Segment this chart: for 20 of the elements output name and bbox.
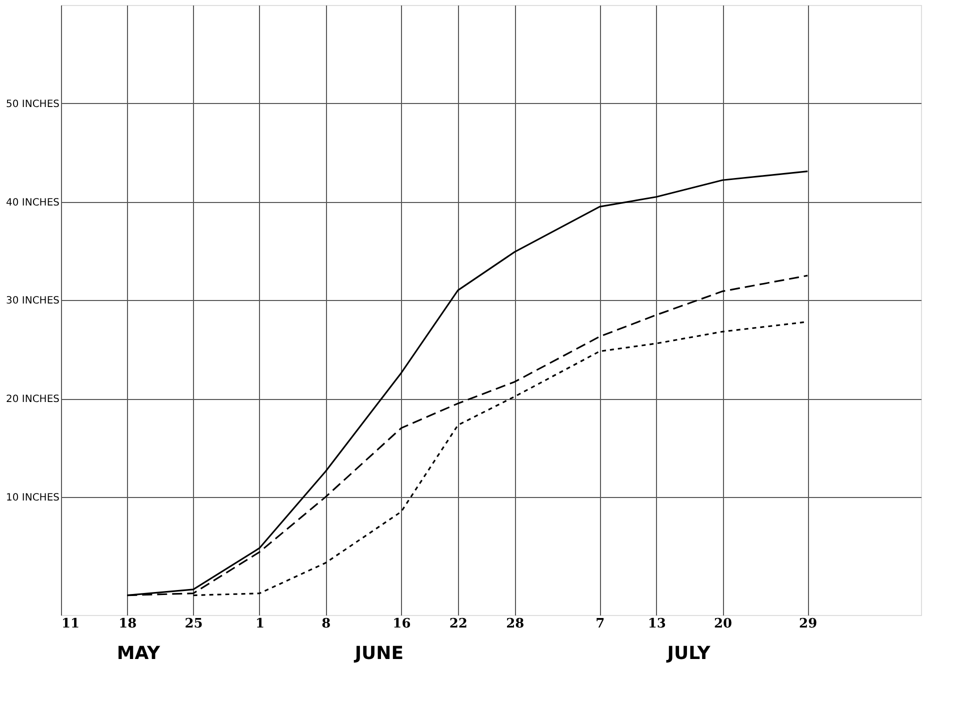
x-tick-label: 16 bbox=[392, 616, 411, 632]
x-tick-label: 7 bbox=[596, 616, 605, 632]
x-tick-label: 18 bbox=[118, 616, 137, 632]
y-tick-label: 40 INCHES bbox=[6, 197, 60, 208]
x-tick-label: 20 bbox=[714, 616, 732, 632]
y-tick-label: 20 INCHES bbox=[6, 394, 60, 406]
x-tick-label: 28 bbox=[506, 616, 524, 632]
y-tick-label: 10 INCHES bbox=[6, 492, 60, 504]
y-tick-label: 30 INCHES bbox=[6, 296, 60, 307]
x-tick-label: 13 bbox=[648, 616, 666, 632]
x-tick-label: 11 bbox=[62, 616, 80, 632]
text: JULY bbox=[665, 643, 712, 664]
x-tick-label: 29 bbox=[799, 616, 818, 632]
y-tick-label: 50 INCHES bbox=[6, 98, 60, 110]
x-tick-label: 25 bbox=[184, 616, 203, 632]
text: MAY bbox=[116, 643, 161, 664]
x-tick-label: 22 bbox=[449, 616, 468, 632]
x-tick-label: 1 bbox=[255, 616, 264, 632]
text: JUNE bbox=[352, 643, 404, 664]
x-tick-label: 8 bbox=[322, 616, 331, 632]
